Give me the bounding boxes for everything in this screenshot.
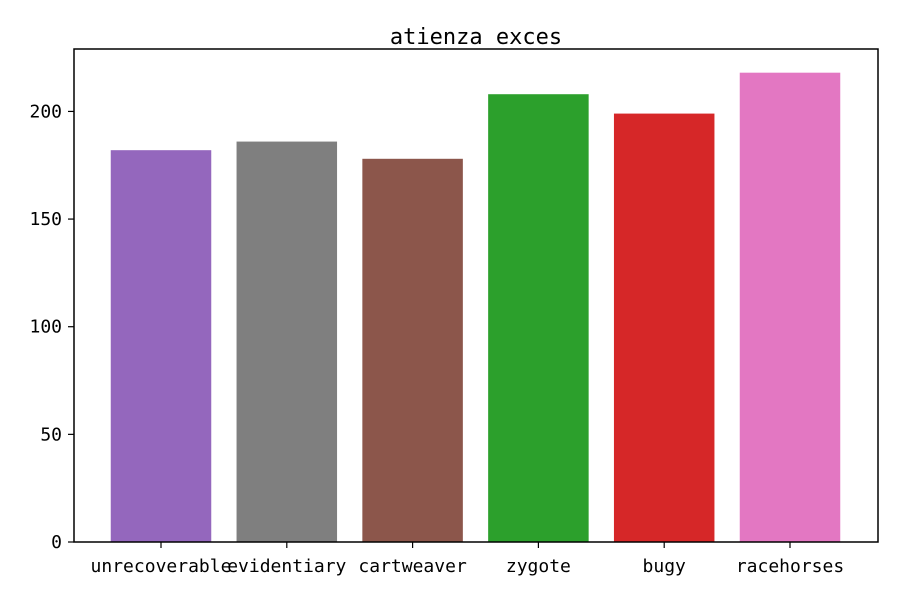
x-tick-label: racehorses [736, 556, 844, 577]
chart-title: atienza exces [390, 25, 562, 50]
bar-bugy [613, 113, 715, 543]
x-tick-label: unrecoverable [91, 556, 232, 577]
x-tick-label: bugy [643, 556, 687, 577]
bar-unrecoverable [110, 150, 212, 542]
x-tick-label: zygote [506, 556, 571, 577]
y-tick-label: 100 [29, 317, 62, 338]
x-tick-label: cartweaver [358, 556, 467, 577]
y-tick-label: 0 [51, 532, 62, 553]
y-tick-label: 200 [29, 101, 62, 122]
y-axis: 0 50 100 150 200 [29, 101, 74, 553]
bars-group [110, 72, 841, 543]
y-tick-label: 50 [40, 424, 62, 445]
plot-frame [73, 48, 879, 543]
x-tick-label: evidentiary [227, 556, 346, 577]
bar-cartweaver [362, 158, 463, 543]
bar-zygote [488, 94, 589, 543]
y-tick-label: 150 [29, 209, 62, 230]
bar-evidentiary [236, 141, 338, 542]
bar-racehorses [739, 72, 841, 543]
